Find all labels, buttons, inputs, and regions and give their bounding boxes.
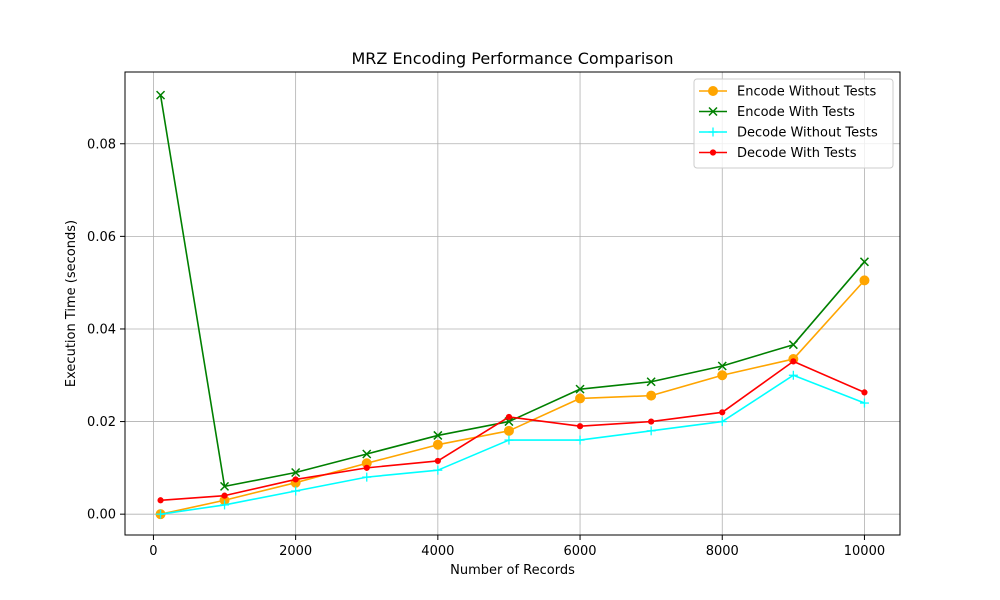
x-tick-label: 4000 — [421, 544, 454, 559]
legend-items: Encode Without Tests Encode With Tests Dec… — [699, 85, 878, 161]
data-point — [363, 464, 370, 471]
data-point — [717, 361, 727, 371]
legend-item: Decode Without Tests — [699, 126, 878, 141]
data-point — [433, 430, 443, 440]
data-point — [575, 435, 585, 445]
data-point — [362, 472, 372, 482]
data-point — [504, 435, 514, 445]
marker-stroke — [788, 340, 798, 350]
data-point — [859, 275, 870, 286]
marker-stroke — [575, 384, 585, 394]
data-point — [157, 497, 164, 504]
marker-stroke — [156, 90, 166, 100]
legend-label: Encode With Tests — [737, 105, 855, 120]
data-point — [646, 426, 656, 436]
data-point — [708, 106, 718, 117]
series-layer — [155, 90, 870, 520]
data-point — [575, 384, 585, 394]
legend-item: Encode Without Tests — [699, 85, 876, 100]
data-point — [575, 393, 586, 404]
data-point — [291, 467, 301, 478]
data-point — [576, 423, 584, 430]
data-point — [433, 465, 443, 475]
data-point — [788, 340, 798, 350]
y-tick-label: 0.08 — [87, 137, 116, 152]
axes-layer: 0 2000 4000 6000 8000 10000 0.00 0.02 0.04 0.06 0.… — [87, 137, 885, 559]
legend-item: Decode With Tests — [699, 146, 857, 161]
data-point — [859, 398, 869, 408]
data-point — [708, 86, 718, 96]
data-point — [717, 370, 728, 381]
legend-label: Encode Without Tests — [737, 85, 876, 100]
marker-stroke — [717, 361, 727, 371]
data-point — [646, 377, 656, 387]
data-point — [861, 389, 868, 396]
chart-title: MRZ Encoding Performance Comparison — [351, 49, 673, 68]
x-tick-label: 6000 — [563, 544, 596, 559]
x-tick-label: 10000 — [844, 544, 885, 559]
x-tick-label: 2000 — [279, 544, 312, 559]
legend-box — [693, 78, 894, 169]
data-point — [717, 417, 727, 427]
data-point — [859, 257, 869, 267]
data-point — [646, 390, 657, 401]
legend: Encode Without Tests Encode With Tests Dec… — [693, 78, 894, 169]
x-tick-label: 8000 — [706, 544, 739, 559]
marker-stroke — [362, 449, 372, 459]
y-tick-label: 0.06 — [87, 230, 116, 245]
data-point — [708, 127, 718, 137]
marker-stroke — [646, 377, 656, 387]
data-point — [709, 149, 717, 156]
x-axis-label: Number of Records — [450, 563, 575, 578]
data-point — [291, 486, 301, 496]
data-point — [719, 409, 726, 416]
data-point — [221, 492, 228, 499]
legend-label: Decode With Tests — [737, 146, 857, 161]
series-decode-without-tests — [156, 370, 869, 519]
data-point — [220, 481, 230, 491]
data-point — [292, 476, 299, 483]
data-point — [503, 425, 514, 436]
marker-stroke — [859, 257, 869, 267]
data-point — [790, 358, 797, 365]
data-point — [505, 413, 513, 421]
legend-item: Encode With Tests — [699, 105, 855, 120]
y-axis-label: Execution Time (seconds) — [64, 220, 79, 387]
data-point — [362, 449, 372, 459]
y-tick-label: 0.00 — [87, 508, 116, 523]
marker-stroke — [220, 481, 230, 491]
data-point — [648, 418, 655, 425]
data-point — [788, 370, 798, 380]
y-tick-label: 0.02 — [87, 415, 116, 430]
marker-stroke — [291, 467, 301, 478]
marker-stroke — [504, 417, 514, 427]
series-decode-with-tests — [157, 358, 868, 504]
legend-label: Decode Without Tests — [737, 126, 878, 141]
y-tick-label: 0.04 — [87, 322, 116, 337]
data-point — [434, 457, 441, 465]
data-point — [156, 509, 166, 519]
plot-frame — [124, 71, 901, 536]
marker-stroke — [433, 430, 443, 440]
marker-stroke — [708, 106, 718, 117]
series-encode-with-tests — [156, 90, 869, 491]
data-point — [220, 500, 230, 510]
x-tick-label: 0 — [149, 544, 157, 559]
data-point — [432, 439, 443, 450]
data-point — [156, 90, 166, 100]
